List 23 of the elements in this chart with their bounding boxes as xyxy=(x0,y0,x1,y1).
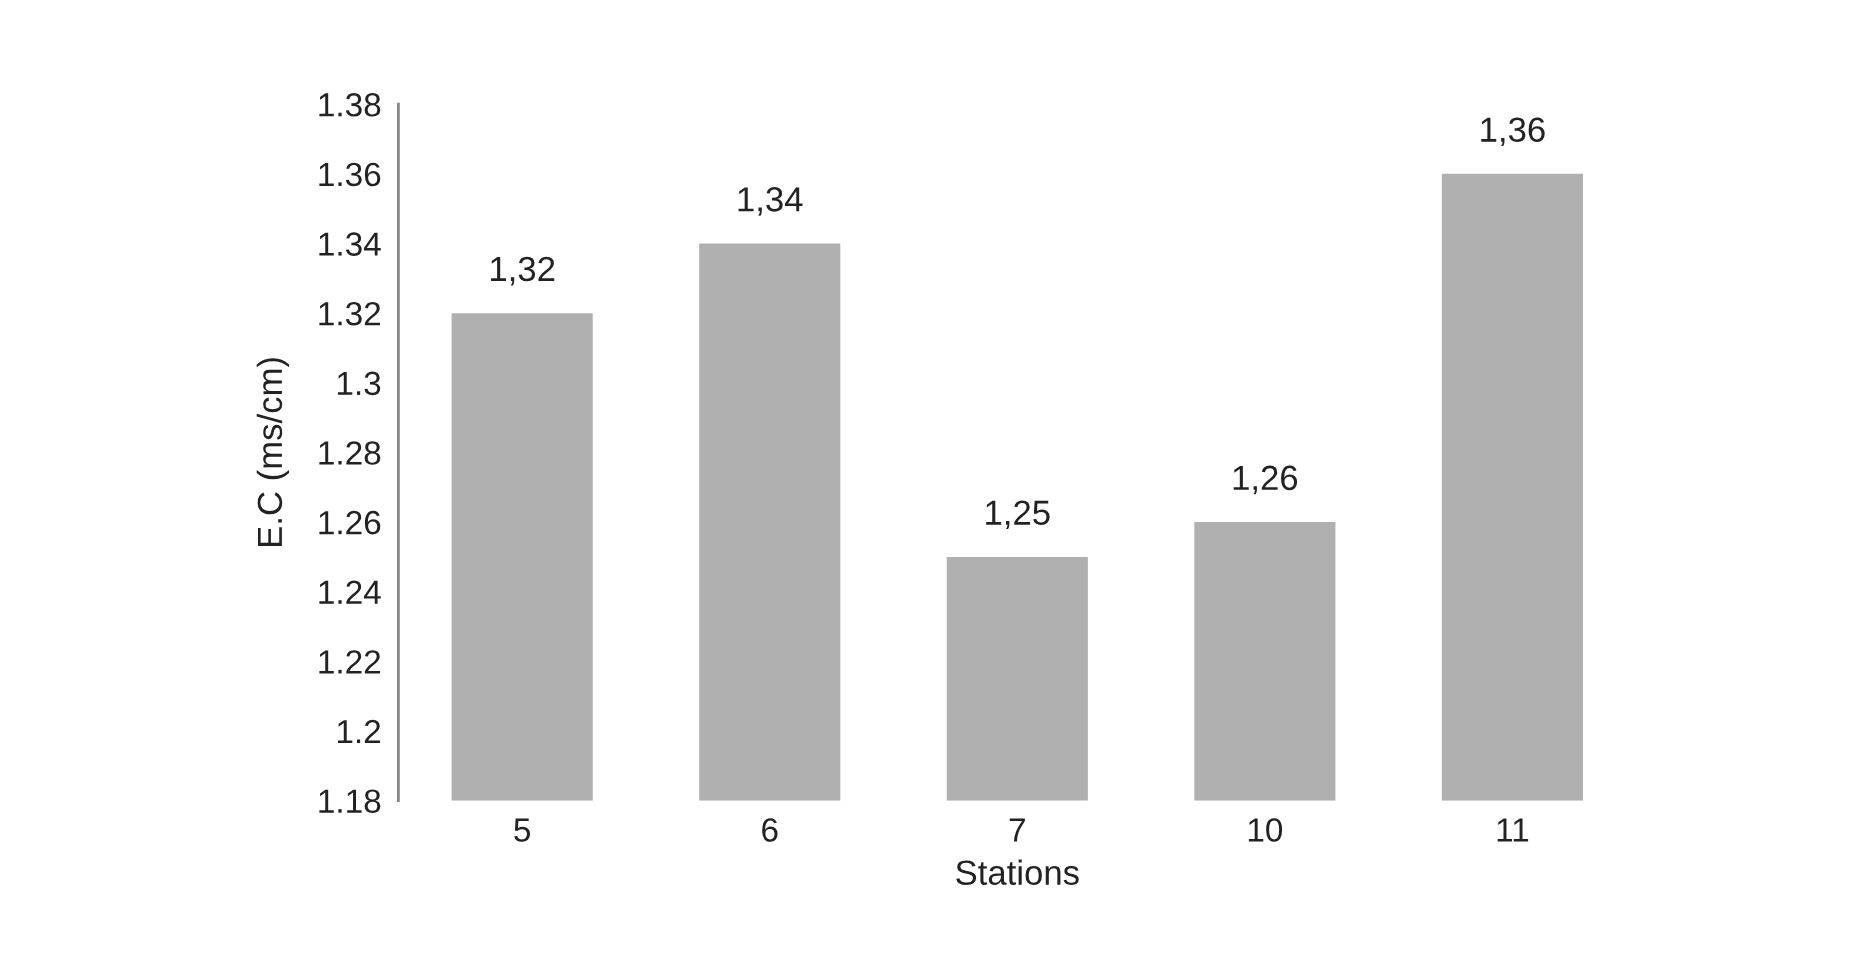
data-label: 1,26 xyxy=(1233,465,1298,495)
x-axis-title: Stations xyxy=(956,859,1079,885)
y-tick-label: 1.24 xyxy=(319,580,381,604)
y-tick-label: 1.36 xyxy=(319,162,381,187)
x-tick-label: 6 xyxy=(762,818,778,842)
y-tick-label: 1.38 xyxy=(319,93,381,117)
y-tick-label: 1.22 xyxy=(319,650,381,674)
y-tick-label: 1.18 xyxy=(319,789,381,814)
data-label: 1,32 xyxy=(491,256,555,286)
y-tick-label: 1.28 xyxy=(319,441,381,465)
x-tick-label: 5 xyxy=(514,818,531,842)
x-tick-label: 7 xyxy=(1009,818,1025,842)
y-tick-label: 1.2 xyxy=(337,719,381,744)
data-label: 1,34 xyxy=(738,187,803,216)
y-tick-label: 1.32 xyxy=(319,301,381,326)
y-tick-label: 1.3 xyxy=(337,371,381,396)
data-label: 1,25 xyxy=(986,500,1050,530)
x-tick-label: 10 xyxy=(1248,818,1283,842)
x-tick-label: 11 xyxy=(1497,818,1529,842)
y-tick-label: 1.34 xyxy=(319,232,381,256)
data-label: 1,36 xyxy=(1481,117,1545,147)
y-tick-label: 1.26 xyxy=(319,510,381,535)
y-axis-title: E.C (ms/cm) xyxy=(256,358,290,547)
